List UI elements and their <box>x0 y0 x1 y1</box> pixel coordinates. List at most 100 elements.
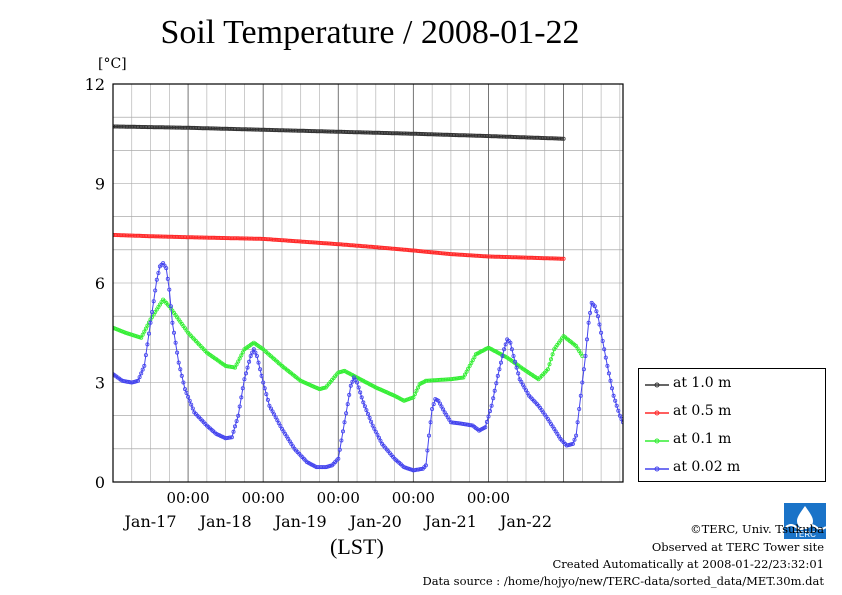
data-point <box>503 342 508 347</box>
x-tick-label: 00:00 <box>467 489 510 507</box>
data-point <box>232 365 237 370</box>
data-point <box>550 352 555 357</box>
data-point <box>253 350 258 355</box>
data-point <box>248 353 253 358</box>
data-point <box>470 358 475 363</box>
data-point <box>265 397 270 402</box>
data-point <box>491 396 496 401</box>
credit-copyright: ©TERC, Univ. Tsukuba <box>690 522 824 536</box>
x-day-label: Jan-19 <box>273 512 327 531</box>
data-point <box>425 448 430 453</box>
data-point <box>572 437 577 442</box>
data-point <box>580 380 585 385</box>
data-point <box>372 426 377 431</box>
data-point <box>137 375 142 380</box>
data-point <box>467 363 472 368</box>
data-point <box>616 408 621 413</box>
data-point <box>276 421 281 426</box>
data-point <box>511 353 516 358</box>
x-day-label: Jan-20 <box>348 512 402 531</box>
data-point <box>240 350 245 355</box>
data-point <box>153 288 158 293</box>
y-tick-label: 12 <box>85 75 105 94</box>
data-point <box>167 287 172 292</box>
data-point <box>594 309 599 314</box>
axis-labels: 0 3 6 9 12 00:00 00:00 00:00 00:00 00:00 Jan-17 Jan… <box>85 75 552 531</box>
data-point <box>578 393 583 398</box>
data-point <box>570 441 575 446</box>
data-point <box>364 408 369 413</box>
data-point <box>497 367 502 372</box>
data-point <box>588 310 593 315</box>
data-point <box>145 342 150 347</box>
x-tick-label: 00:00 <box>242 489 285 507</box>
data-point <box>337 447 342 452</box>
data-point <box>182 387 187 392</box>
data-point <box>502 347 507 352</box>
data-point <box>256 360 261 365</box>
data-point <box>586 320 591 325</box>
data-point <box>358 390 363 395</box>
data-point <box>577 406 582 411</box>
data-point <box>251 347 256 352</box>
data-point <box>428 420 433 425</box>
data-point <box>232 424 237 429</box>
data-point <box>229 435 234 440</box>
data-point <box>547 362 552 367</box>
data-point <box>498 360 503 365</box>
data-point <box>613 398 618 403</box>
data-point <box>142 329 147 334</box>
data-point <box>430 406 435 411</box>
data-point <box>378 438 383 443</box>
data-point <box>560 136 565 141</box>
data-point <box>148 320 153 325</box>
data-point <box>268 406 273 411</box>
data-point <box>411 395 416 400</box>
legend-item-0-02m: at 0.02 m <box>639 455 825 483</box>
data-point <box>348 383 353 388</box>
data-point <box>347 392 352 397</box>
logo-text: TERC <box>794 530 816 539</box>
data-point <box>561 256 566 261</box>
data-point <box>350 379 355 384</box>
data-point <box>376 435 381 440</box>
data-point <box>247 359 252 364</box>
data-point <box>175 350 180 355</box>
data-point <box>619 417 623 421</box>
plot-frame <box>112 83 624 483</box>
data-point <box>236 413 241 418</box>
data-point <box>606 371 611 376</box>
data-point <box>150 309 155 314</box>
series-1 <box>113 232 566 261</box>
data-point <box>560 256 565 261</box>
data-point <box>190 406 195 411</box>
data-point <box>362 404 367 409</box>
data-point <box>237 404 242 409</box>
data-point <box>361 400 366 405</box>
data-point <box>234 362 239 367</box>
x-day-label: Jan-22 <box>498 512 552 531</box>
data-point <box>509 347 514 352</box>
legend-item-0-5m: at 0.5 m <box>639 399 825 427</box>
data-point <box>181 380 186 385</box>
y-axis-unit-label: [°C] <box>98 56 127 72</box>
data-point <box>561 136 566 141</box>
data-point <box>340 429 345 434</box>
data-point <box>261 380 266 385</box>
data-point <box>339 438 344 443</box>
y-tick-label: 0 <box>95 473 105 492</box>
data-point <box>342 420 347 425</box>
legend-label-0-1m: at 0.1 m <box>673 431 732 447</box>
data-point <box>608 378 613 383</box>
data-point <box>614 403 619 408</box>
data-point <box>431 402 436 407</box>
chart-title: Soil Temperature / 2008-01-22 <box>160 14 580 51</box>
series-0 <box>113 124 566 141</box>
y-tick-label: 3 <box>95 374 105 393</box>
data-point <box>264 392 269 397</box>
data-point <box>240 386 245 391</box>
data-point <box>581 367 586 372</box>
legend-item-1m: at 1.0 m <box>639 371 825 399</box>
data-point <box>441 407 446 412</box>
data-point <box>354 380 359 385</box>
